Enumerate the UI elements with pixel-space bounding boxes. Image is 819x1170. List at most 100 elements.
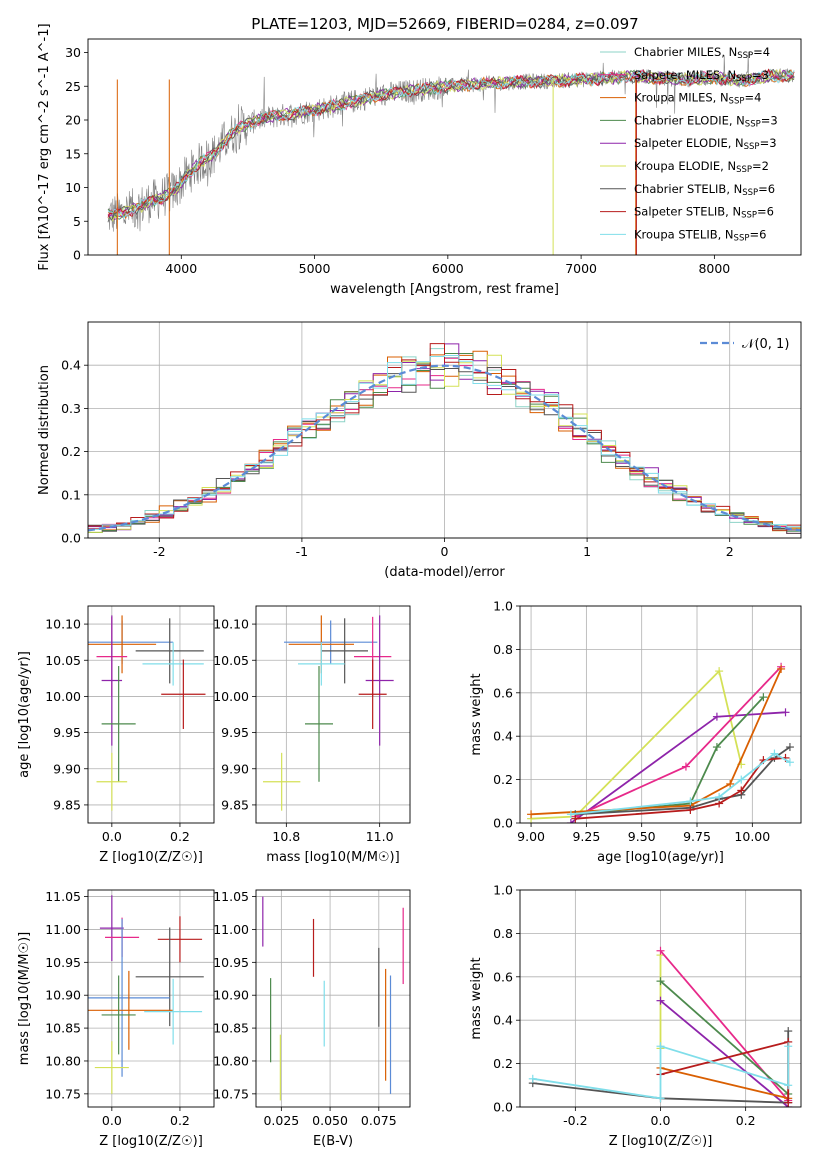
y-tick-label: 10.10 [213,617,249,632]
errorbar-point [88,615,157,674]
residual-histogram-line [88,355,801,535]
weight-point-marker [571,814,580,823]
y-tick-label: 10.10 [45,617,81,632]
errorbar-point [135,618,204,684]
y-tick-label: 20 [65,113,81,128]
weight-point-marker [784,1081,793,1090]
mass-ebv-marks [262,896,404,1101]
weight-point-marker [656,1042,665,1051]
age-weight-marks [527,662,794,823]
errorbar-point [305,666,333,782]
weight-point-marker [656,946,665,955]
age-mass-ticks: 10.8 11.0 9.85 9.90 9.95 10.00 10.05 10.10 [213,617,393,844]
panel-metallicity-weight: -0.2 0.0 0.2 0.0 0.2 0.4 0.6 0.8 1.0 Z [log10(Z/Z… [469,883,802,1149]
legend-label: Chabrier ELODIE, NSSP=3 [634,113,778,129]
panel-spectrum: 4000 5000 6000 7000 8000 0 5 10 15 20 25 30 waveleng… [37,23,802,297]
y-tick-label: 0.4 [493,1013,513,1028]
x-tick-label: 5000 [299,261,331,276]
x-tick-label: 0.0 [102,829,122,844]
x-tick-label: 10.00 [734,829,770,844]
x-tick-label: 1 [583,544,591,559]
model-spectrum-line [108,68,795,223]
y-tick-label: 0.0 [61,531,81,546]
legend-label: Chabrier MILES, NSSP=4 [634,45,770,61]
metallicity-weight-ticks: -0.2 0.0 0.2 0.0 0.2 0.4 0.6 0.8 1.0 [493,883,755,1129]
y-tick-label: 10.90 [45,988,81,1003]
x-tick-label: 11.0 [366,829,394,844]
y-tick-label: 11.00 [213,922,249,937]
errorbar-point [88,970,174,1050]
weight-point-marker [784,1098,793,1107]
weight-point-marker [566,810,575,819]
age-metallicity-marks [88,615,206,811]
age-metallicity-xlabel: Z [log10(Z/Z☉)] [99,850,203,865]
weight-point-marker [777,664,786,673]
x-tick-label: -0.2 [563,1113,587,1128]
y-tick-label: 15 [65,146,81,161]
y-tick-label: 10.80 [213,1053,249,1068]
y-tick-label: 0.6 [493,685,513,700]
panel-mass-ebv: 0.025 0.050 0.075 10.75 10.80 10.85 10.90 10.95… [213,889,411,1149]
x-tick-label: 8000 [698,261,730,276]
x-tick-label: 4000 [165,261,197,276]
spectrum-ylabel: Flux [fλ10^-17 erg cm^-2 s^-1 A^-1] [37,23,52,270]
panel-age-weight: 9.00 9.25 9.50 9.75 10.00 0.0 0.2 0.4 0.6 0.8 1.0 a… [469,599,802,865]
mass-ebv-xlabel: E(B-V) [313,1134,353,1149]
weight-point-marker [712,743,721,752]
age-mass-frame [255,605,411,824]
y-tick-label: 0.2 [493,1056,513,1071]
age-metallicity-ylabel: age [log10(age/yr)] [17,651,32,778]
mass-metallicity-frame [87,889,215,1108]
x-tick-label: 0.075 [361,1113,397,1128]
y-tick-label: 10.00 [45,689,81,704]
weight-point-marker [527,810,536,819]
legend-label: Kroupa ELODIE, NSSP=2 [634,159,769,175]
y-tick-label: 10.85 [45,1021,81,1036]
y-tick-label: 10.05 [213,653,249,668]
y-tick-label: 9.95 [221,725,249,740]
legend-label: Kroupa MILES, NSSP=4 [634,91,761,107]
x-tick-label: 9.00 [517,829,545,844]
weight-point-marker [781,708,790,717]
weight-point-marker [715,667,724,676]
weight-point-marker [566,819,575,823]
plots: 4000 5000 6000 7000 8000051015202530waveleng… [17,23,802,1149]
x-tick-label: 9.50 [628,829,656,844]
residuals-ticks: -2 -1 0 1 2 0.0 0.1 0.2 0.3 0.4 [61,358,734,559]
weight-point-marker [785,743,794,752]
errorbar-point [101,975,136,1055]
weight-point-marker [737,786,746,795]
age-metallicity-ticks: 0.0 0.2 9.85 9.90 9.95 10.00 10.05 10.10 [45,617,190,844]
y-tick-label: 9.95 [53,725,81,740]
spectrum-frame [87,38,802,256]
x-tick-label: 0.2 [736,1113,756,1128]
legend-label: Kroupa STELIB, NSSP=6 [634,227,766,243]
errorbar-point [96,752,128,811]
errorbar-point [99,895,124,962]
residuals-legend: 𝒩(0, 1) [700,337,789,352]
legend-label: 𝒩(0, 1) [742,337,789,352]
weight-point-marker [770,749,779,758]
errorbar-point [263,752,301,811]
y-tick-label: 10.95 [213,955,249,970]
weight-series-line [570,752,791,816]
spectrum-ticks: 4000 5000 6000 7000 8000 0 5 10 15 20 25 30 [65,45,730,276]
weight-point-marker [656,1094,665,1103]
weight-point-marker [712,712,721,721]
y-tick-label: 30 [65,45,81,60]
x-tick-label: 9.25 [572,829,600,844]
legend-label: Chabrier STELIB, NSSP=6 [634,182,775,198]
age-mass-xlabel: mass [log10(M/M☉)] [266,850,399,865]
x-tick-label: 10.8 [272,829,300,844]
residuals-marks [88,343,801,537]
y-tick-label: 1.0 [493,883,513,898]
model-spectrum-line [107,68,795,223]
y-tick-label: 10.85 [213,1021,249,1036]
x-tick-label: 0.050 [312,1113,348,1128]
age-weight-ticks: 9.00 9.25 9.50 9.75 10.00 0.0 0.2 0.4 0.6 0.8 1.0 [493,599,770,845]
errorbar-point [144,978,203,1045]
y-tick-label: 11.05 [213,889,249,904]
y-tick-label: 10.90 [213,988,249,1003]
x-tick-label: -1 [296,544,308,559]
